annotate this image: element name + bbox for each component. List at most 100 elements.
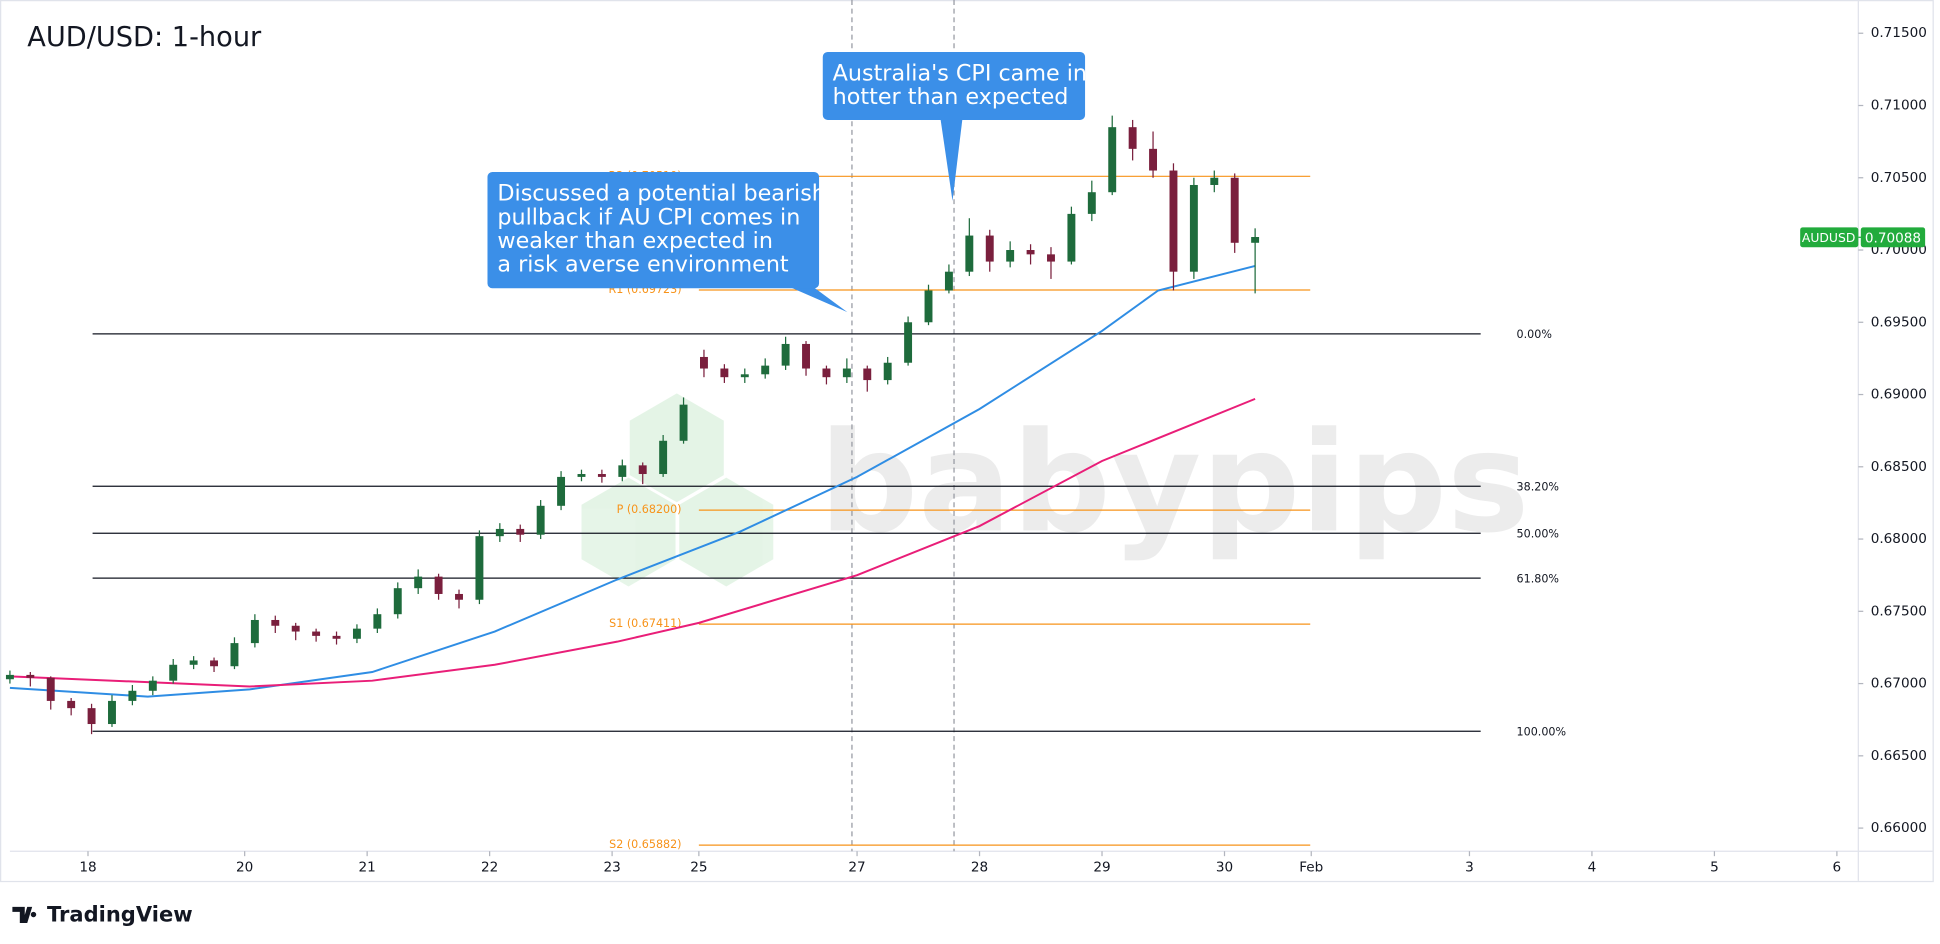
candle-body xyxy=(883,362,892,381)
y-tick-label: 0.67500 xyxy=(1871,603,1927,619)
candle-body xyxy=(781,343,790,366)
x-tick-label: 29 xyxy=(1093,859,1110,875)
candle-body xyxy=(536,505,545,535)
candle-body xyxy=(1087,192,1096,214)
chart-title: AUD/USD: 1-hour xyxy=(27,22,262,53)
candle-body xyxy=(516,528,525,535)
y-tick-label: 0.70500 xyxy=(1871,170,1927,186)
x-tick-label: 27 xyxy=(848,859,865,875)
callout-text: Discussed a potential bearish xyxy=(497,181,826,207)
candle-body xyxy=(1026,250,1035,255)
price-name-box xyxy=(1800,227,1859,248)
x-tick-label: 21 xyxy=(358,859,375,875)
y-tick-label: 0.67000 xyxy=(1871,676,1927,692)
candle-body xyxy=(1047,254,1055,262)
candle-body xyxy=(761,365,770,375)
candle-body xyxy=(720,368,729,378)
candle-body xyxy=(26,674,35,678)
fib-label: 100.00% xyxy=(1517,725,1567,738)
x-tick-label: 30 xyxy=(1216,859,1233,875)
candle-body xyxy=(475,536,484,600)
candle-body xyxy=(455,593,463,600)
candle-body xyxy=(863,368,872,381)
candle-body xyxy=(557,476,566,506)
candle-body xyxy=(802,343,810,369)
candle-body xyxy=(1251,237,1260,243)
callout-text: weaker than expected in xyxy=(497,228,773,254)
x-tick-label: 6 xyxy=(1833,859,1842,875)
price-value: 0.70088 xyxy=(1865,231,1921,247)
x-tick-label: 4 xyxy=(1588,859,1597,875)
candle-body xyxy=(659,440,668,475)
moving-average xyxy=(9,264,1256,698)
candle-body xyxy=(169,664,178,681)
candle-body xyxy=(944,271,953,291)
moving-average xyxy=(9,397,1256,688)
watermark-logo xyxy=(581,393,774,587)
candle-body xyxy=(87,708,96,725)
x-tick-label: 28 xyxy=(971,859,988,875)
candle-body xyxy=(924,290,933,323)
candle-body xyxy=(230,643,239,667)
callout-text: hotter than expected xyxy=(833,84,1069,110)
price-name: AUDUSD xyxy=(1802,231,1855,245)
brand-logo xyxy=(12,906,37,923)
y-tick-label: 0.68500 xyxy=(1871,459,1927,475)
callout-pointer xyxy=(940,117,963,201)
y-tick-label: 0.66000 xyxy=(1871,820,1927,836)
y-tick-label: 0.71500 xyxy=(1871,25,1927,41)
candle-body xyxy=(414,576,423,589)
candle-body xyxy=(1006,250,1015,262)
callout-box xyxy=(487,171,820,289)
candle-body xyxy=(1169,170,1178,272)
fib-label: 38.20% xyxy=(1517,481,1559,494)
x-tick-label: 23 xyxy=(603,859,620,875)
candle-body xyxy=(1108,127,1117,193)
x-tick-label: 20 xyxy=(236,859,253,875)
candle-body xyxy=(67,700,76,709)
callout-box xyxy=(822,51,1086,121)
y-tick-label: 0.71000 xyxy=(1871,97,1927,113)
candle-body xyxy=(128,690,137,701)
candle-body xyxy=(638,465,647,475)
candle-body xyxy=(597,474,606,477)
candle-body xyxy=(352,628,361,639)
pivot-label: S1 (0.67411) xyxy=(609,617,681,630)
chart-frame xyxy=(0,0,1934,883)
candle-body xyxy=(1210,177,1219,185)
watermark: babypips xyxy=(819,401,1529,563)
candle-body xyxy=(393,588,402,615)
candle-body xyxy=(312,631,321,636)
candle-body xyxy=(250,619,259,644)
y-tick-label: 0.66500 xyxy=(1871,748,1927,764)
x-tick-label: 22 xyxy=(481,859,498,875)
fib-label: 50.00% xyxy=(1517,528,1559,541)
price-value-box xyxy=(1860,227,1926,248)
pivot-label: P (0.68200) xyxy=(617,503,682,516)
brand-name: TradingView xyxy=(47,902,193,927)
x-tick-label: 5 xyxy=(1710,859,1719,875)
candle-body xyxy=(332,635,341,639)
candle-body xyxy=(1149,148,1158,171)
candle-body xyxy=(108,700,116,725)
x-tick-label: 18 xyxy=(79,859,96,875)
candle-body xyxy=(373,614,382,629)
candle-body xyxy=(1189,184,1198,272)
candle-body xyxy=(1128,127,1137,149)
candle-body xyxy=(148,680,157,691)
fib-label: 61.80% xyxy=(1517,572,1559,585)
candle-body xyxy=(271,619,280,626)
x-tick-label: 25 xyxy=(690,859,707,875)
candle-body xyxy=(679,404,688,441)
candle-body xyxy=(434,576,443,594)
fib-label: 0.00% xyxy=(1517,328,1552,341)
candle-body xyxy=(577,474,586,477)
x-tick-label: 3 xyxy=(1465,859,1474,875)
candle-body xyxy=(5,674,14,680)
candle-body xyxy=(904,322,913,363)
y-tick-label: 0.69000 xyxy=(1871,387,1927,403)
candle-body xyxy=(210,660,219,667)
candle-body xyxy=(985,235,994,262)
callout-text: a risk averse environment xyxy=(497,251,789,277)
